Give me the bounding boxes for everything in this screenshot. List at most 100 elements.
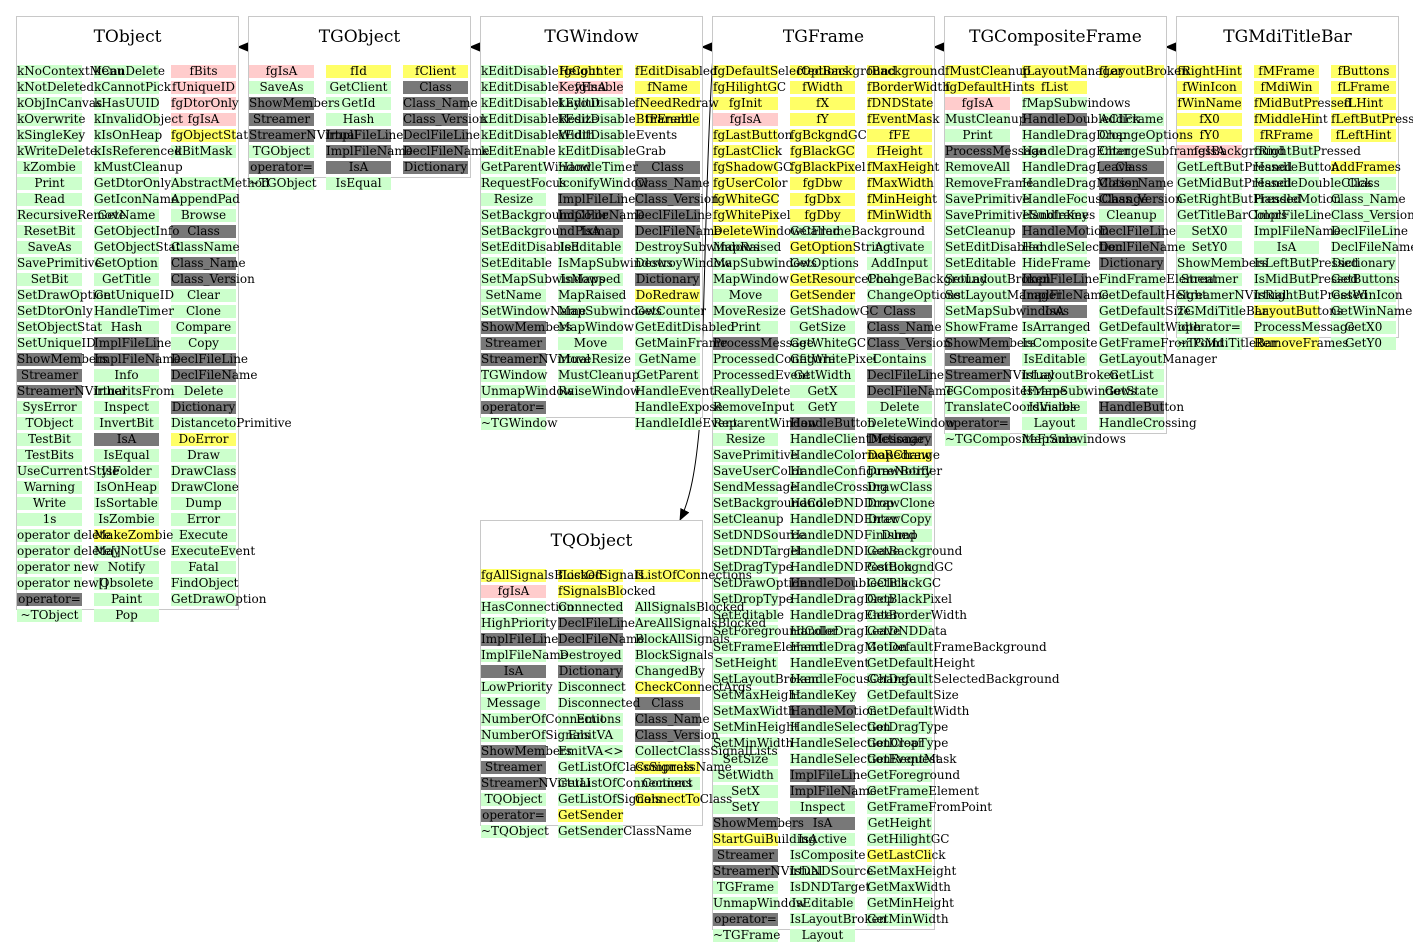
member-label: HasConnection bbox=[481, 600, 575, 614]
member-streamer: Streamer bbox=[481, 337, 546, 350]
member-label: HandleCrossing bbox=[790, 480, 888, 494]
member-label: SaveAs bbox=[259, 80, 304, 94]
member-layoutbuttons: LayoutButtons bbox=[1254, 305, 1343, 318]
member-label: fMFrame bbox=[1258, 64, 1315, 78]
member-label: IsZombie bbox=[98, 512, 155, 526]
member-label: SavePrimitive bbox=[713, 448, 798, 462]
member-label: Print bbox=[730, 320, 761, 334]
member-getuniqueid: GetUniqueID bbox=[94, 289, 174, 302]
member-label: AddFrame bbox=[1099, 112, 1164, 126]
member-invertbit: InvertBit bbox=[94, 417, 159, 430]
member-label: ~TGObject bbox=[249, 176, 317, 190]
member-label: IsDNDSource bbox=[790, 864, 874, 878]
member-label: DeclFileLine bbox=[1331, 224, 1409, 238]
member-layout: Layout bbox=[1022, 417, 1087, 430]
member-implfilename: ImplFileName bbox=[481, 649, 568, 662]
member-getframeelement: GetFrameElement bbox=[867, 785, 979, 798]
member-tgframe: ~TGFrame bbox=[713, 929, 780, 942]
member-getobjectinfo: GetObjectInfo bbox=[94, 225, 180, 238]
member-label: DeclFileName bbox=[558, 632, 645, 646]
member-label: SetLayoutBroken bbox=[945, 272, 1051, 286]
member-copy: Copy bbox=[171, 337, 236, 350]
member-class: Class bbox=[171, 225, 236, 238]
member-getbuttons: GetButtons bbox=[1331, 273, 1400, 286]
member-label: HandleKey bbox=[1022, 208, 1089, 222]
member-iconifywindow: IconifyWindow bbox=[558, 177, 648, 190]
member-fname: fName bbox=[635, 81, 700, 94]
member-label: kEditDisableKeyEnable bbox=[481, 80, 624, 94]
member-handleselection: HandleSelection bbox=[790, 721, 891, 734]
member-label: MapWindow bbox=[558, 320, 634, 334]
member-isa: IsA bbox=[326, 161, 391, 174]
member-saveusercolor: SaveUserColor bbox=[713, 465, 805, 478]
member-label: fMaxWidth bbox=[867, 176, 934, 190]
member-declfilename: DeclFileName bbox=[867, 385, 954, 398]
member-label: DistancetoPrimitive bbox=[171, 416, 292, 430]
member-label: fListOfSignals bbox=[558, 568, 645, 582]
member-pop: Pop bbox=[94, 609, 159, 622]
member-implfileline: ImplFileLine bbox=[1254, 209, 1331, 222]
member-operator: operator= bbox=[1177, 321, 1242, 334]
member-fneedredraw: fNeedRedraw bbox=[635, 97, 719, 110]
member-fgwhitepixel: fgWhitePixel bbox=[713, 209, 791, 222]
member-label: GetOptions bbox=[790, 256, 859, 270]
member-label: ~TGCompositeFrame bbox=[945, 432, 1077, 446]
member-getdefaultsize: GetDefaultSize bbox=[867, 689, 959, 702]
member-label: SavePrimitiveSubframes bbox=[945, 208, 1096, 222]
member-label: kOverwrite bbox=[17, 112, 86, 126]
member-fgshadowgc: fgShadowGC bbox=[713, 161, 792, 174]
member-label: HandleDoubleClick bbox=[1022, 112, 1141, 126]
member-khasuuid: kHasUUID bbox=[94, 97, 160, 110]
member-label: kEditDisableLayout bbox=[481, 96, 601, 110]
member-label: fDNDState bbox=[867, 96, 934, 110]
member-handledragenter: HandleDragEnter bbox=[790, 609, 898, 622]
member-label: Class_Name bbox=[635, 176, 710, 190]
member-label: Class_Version bbox=[635, 192, 719, 206]
member-fmaxheight: fMaxHeight bbox=[867, 161, 939, 174]
member-label: AbstractMethod bbox=[171, 176, 270, 190]
member-label: SetEditable bbox=[481, 256, 553, 270]
member-label: SetY bbox=[731, 800, 760, 814]
member-label: fgDefaultHints bbox=[945, 80, 1035, 94]
member-label: Streamer bbox=[948, 352, 1007, 366]
member-label: SetHeight bbox=[714, 656, 777, 670]
member-label: Pop bbox=[115, 608, 138, 622]
member-label: fHeight bbox=[876, 144, 923, 158]
member-label: SavePrimitive bbox=[17, 256, 102, 270]
member-label: RaiseWindow bbox=[558, 384, 641, 398]
member-column: fgCounter fgIsA kEditDisable kEditDisableBt… bbox=[558, 65, 699, 401]
member-label: ChangeOptions bbox=[867, 288, 961, 302]
member-ffe: fFE bbox=[867, 129, 932, 142]
member-fgisa: fgIsA bbox=[713, 113, 778, 126]
member-label: CompressName bbox=[635, 760, 732, 774]
member-fgisa: fgIsA bbox=[1177, 145, 1242, 158]
member-isa: IsA bbox=[94, 433, 159, 446]
member-label: Class_Version bbox=[403, 112, 487, 126]
member-keditdisablekeyenable: kEditDisableKeyEnable bbox=[481, 81, 624, 94]
member-handlekey: HandleKey bbox=[1022, 208, 1089, 222]
member-setname: SetName bbox=[481, 289, 546, 302]
member-getdefaultheight: GetDefaultHeight bbox=[1099, 289, 1207, 302]
member-dump: Dump bbox=[171, 497, 236, 510]
member-tgobject: ~TGObject bbox=[249, 176, 317, 190]
member-label: Disconnected bbox=[558, 696, 641, 710]
member-label: GetTitle bbox=[101, 272, 152, 286]
member-label: GetDefaultSize bbox=[1099, 304, 1191, 318]
member-label: IsA bbox=[348, 160, 369, 174]
member-label: CheckConnectArgs bbox=[635, 680, 752, 694]
class-title: TGMdiTitleBar bbox=[1223, 27, 1352, 47]
member-handlekey: HandleKey bbox=[790, 689, 857, 702]
member-setmaxwidth: SetMaxWidth bbox=[713, 705, 796, 718]
member-label: IconifyWindow bbox=[558, 176, 649, 190]
member-drawcopy: DrawCopy bbox=[867, 513, 932, 526]
member-label: SetWindowName bbox=[481, 304, 587, 318]
member-isa: IsA bbox=[481, 665, 546, 678]
member-isa: IsA bbox=[790, 817, 855, 830]
member-label: GetDefaultWidth bbox=[867, 704, 970, 718]
member-label: Layout bbox=[1033, 416, 1076, 430]
member-keditdisablegrab: kEditDisableGrab bbox=[558, 145, 666, 158]
member-label: Streamer bbox=[1180, 272, 1239, 286]
member-getwinname: GetWinName bbox=[1331, 305, 1412, 318]
member-label: GetBackground bbox=[867, 544, 963, 558]
member-seteditdisabled: SetEditDisabled bbox=[945, 241, 1043, 254]
